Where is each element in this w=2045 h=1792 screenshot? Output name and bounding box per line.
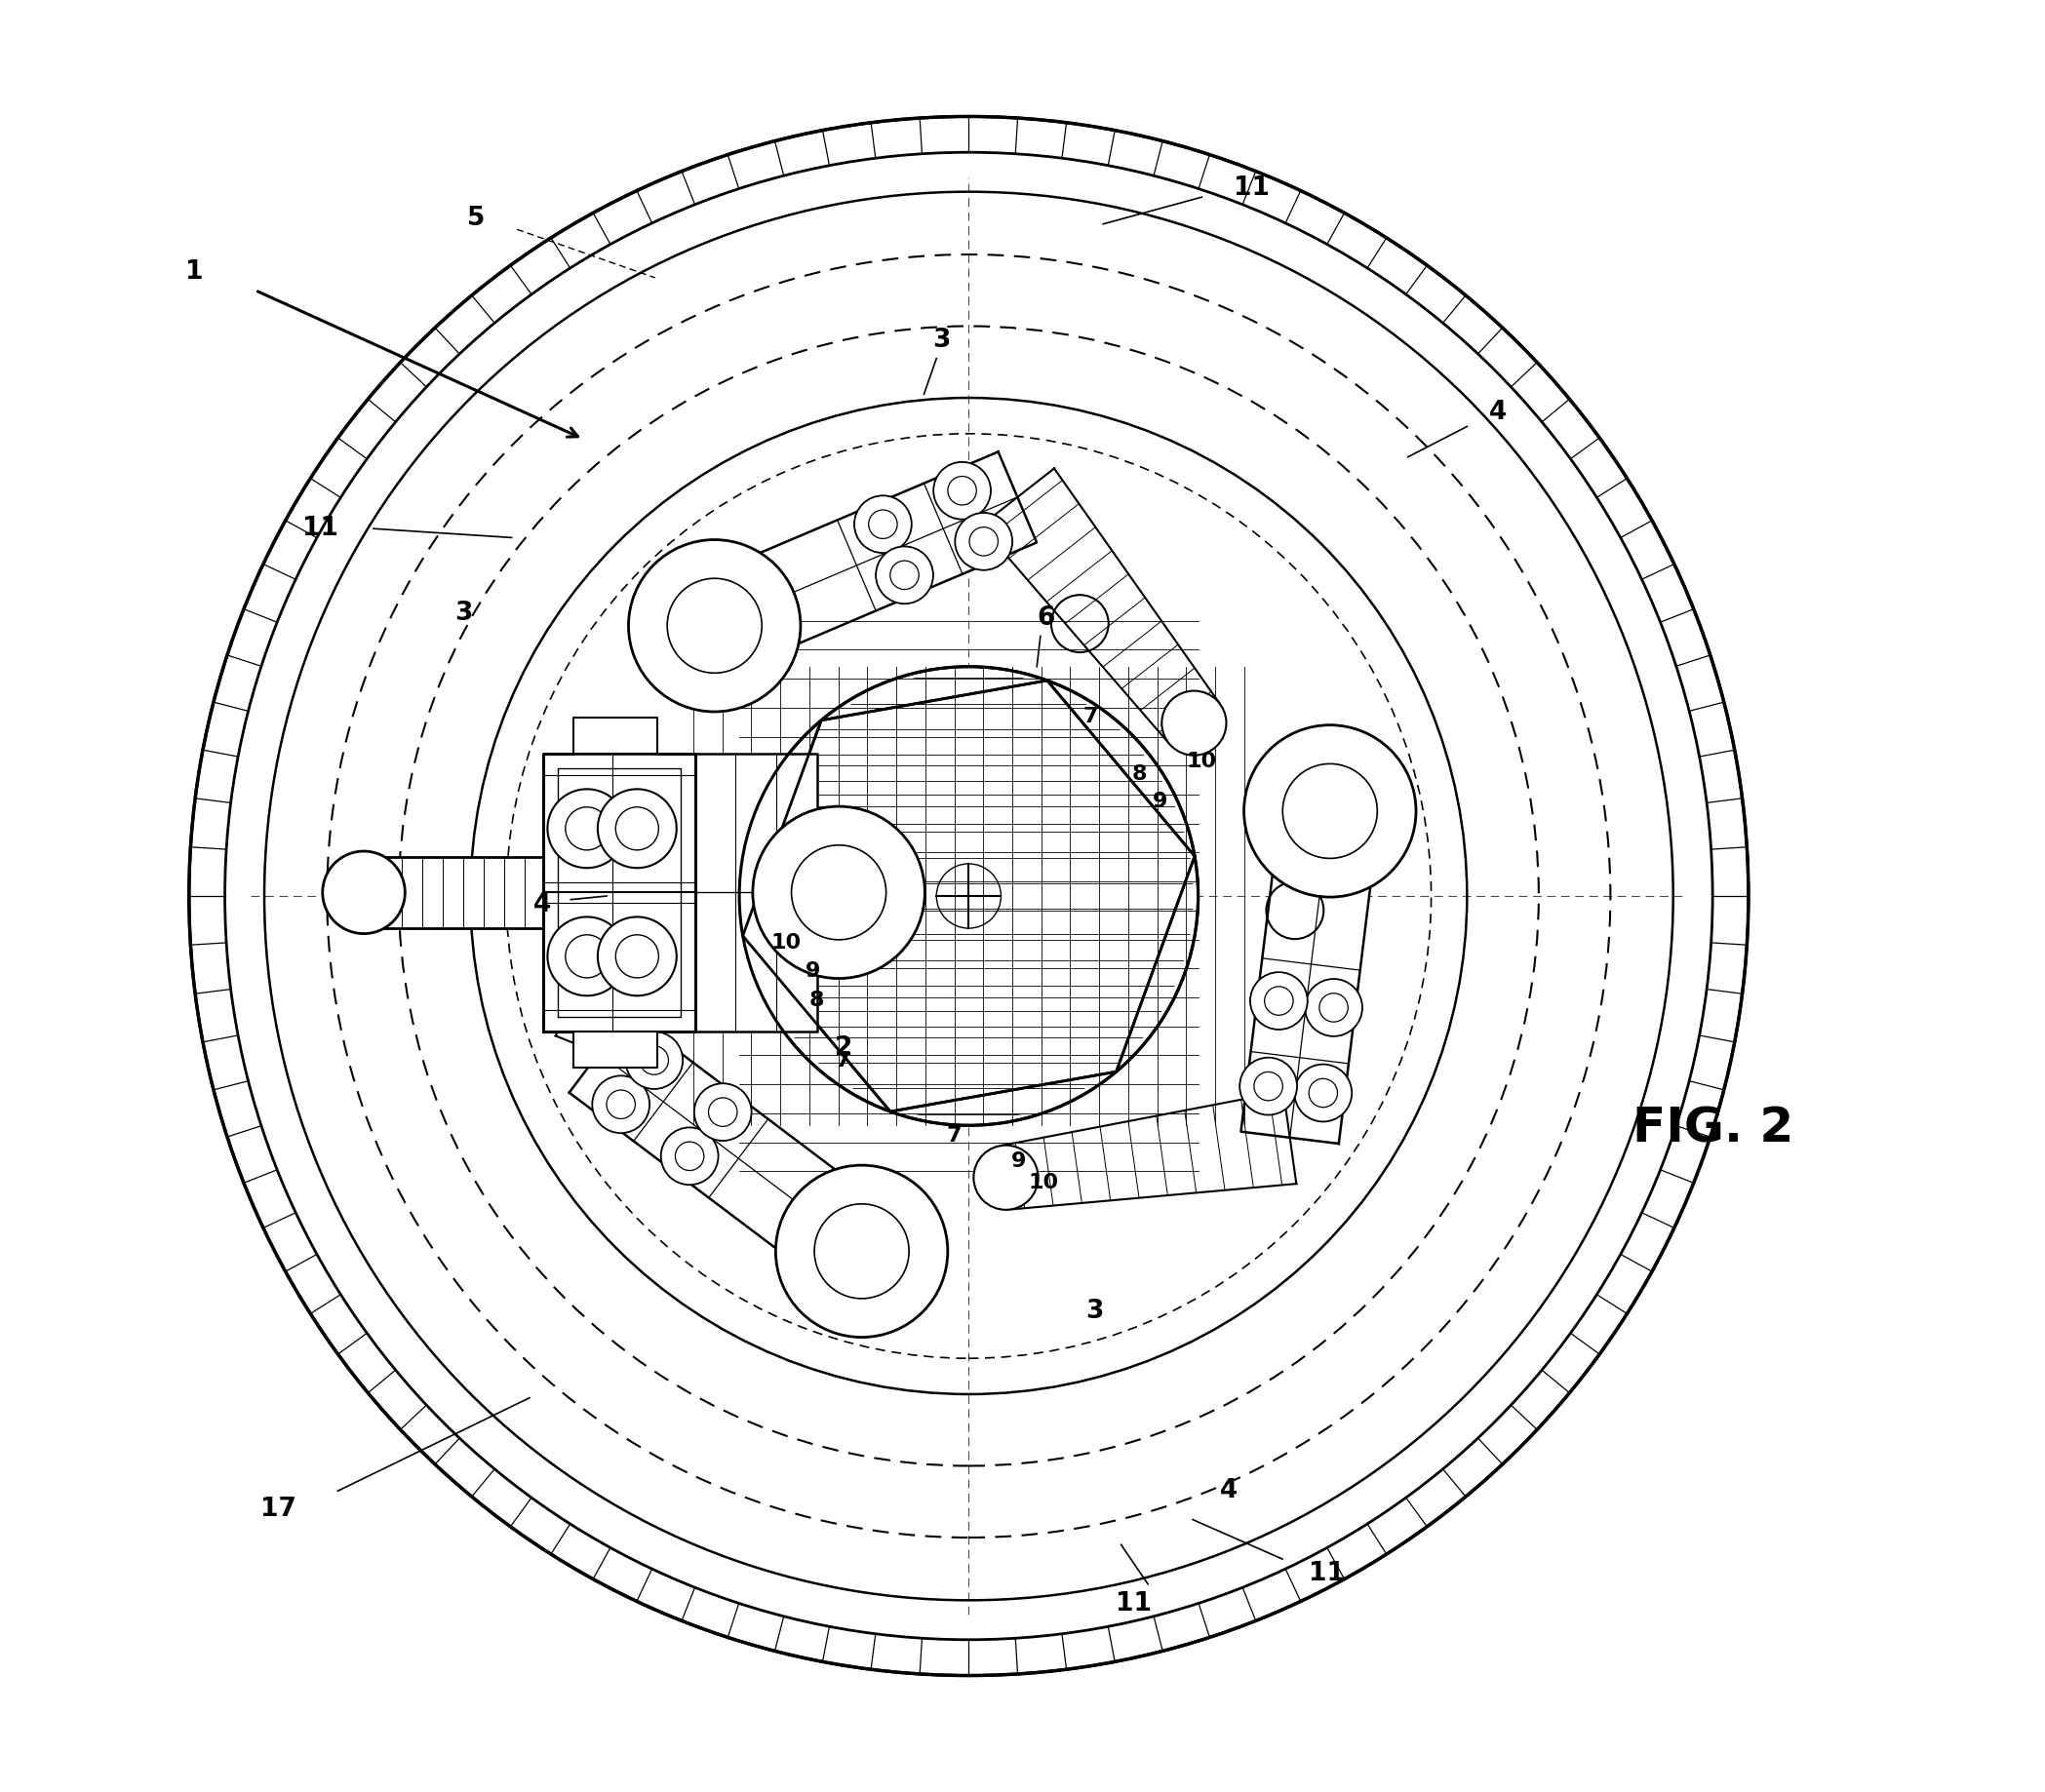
Circle shape — [1239, 1057, 1297, 1115]
Polygon shape — [364, 857, 544, 928]
Circle shape — [675, 754, 738, 819]
Text: 11: 11 — [1117, 1591, 1151, 1616]
Text: 17: 17 — [260, 1496, 297, 1521]
Circle shape — [933, 462, 992, 520]
Circle shape — [675, 1142, 703, 1170]
Polygon shape — [556, 776, 736, 1070]
Text: 7: 7 — [947, 1127, 961, 1145]
Circle shape — [969, 527, 998, 556]
Circle shape — [607, 1090, 636, 1118]
Text: 7: 7 — [836, 1052, 851, 1070]
Circle shape — [564, 806, 609, 849]
Circle shape — [1294, 1064, 1352, 1122]
Text: 8: 8 — [1131, 765, 1147, 783]
Circle shape — [626, 1032, 683, 1090]
Text: 11: 11 — [1309, 1561, 1346, 1586]
Polygon shape — [544, 753, 695, 1032]
Circle shape — [1162, 692, 1227, 756]
Circle shape — [875, 547, 933, 604]
Circle shape — [753, 806, 924, 978]
Circle shape — [616, 806, 658, 849]
Circle shape — [775, 1165, 947, 1337]
Circle shape — [1254, 1072, 1282, 1100]
Text: 4: 4 — [1219, 1478, 1237, 1503]
Circle shape — [661, 1127, 718, 1185]
Circle shape — [947, 477, 975, 505]
Circle shape — [708, 1098, 736, 1127]
Circle shape — [1309, 1079, 1337, 1107]
Circle shape — [1282, 763, 1376, 858]
Polygon shape — [569, 1014, 843, 1254]
Text: 10: 10 — [1029, 1174, 1059, 1192]
Polygon shape — [1241, 866, 1372, 1143]
Text: 3: 3 — [454, 600, 472, 625]
Text: 3: 3 — [933, 328, 951, 353]
Text: 10: 10 — [771, 934, 802, 952]
Circle shape — [890, 561, 918, 590]
Circle shape — [593, 1075, 650, 1133]
Circle shape — [1243, 726, 1415, 898]
Text: 2: 2 — [834, 1036, 853, 1061]
Text: 4: 4 — [534, 892, 550, 918]
Circle shape — [955, 513, 1012, 570]
Circle shape — [667, 579, 763, 674]
Text: 9: 9 — [1153, 792, 1168, 810]
Circle shape — [640, 1047, 669, 1075]
Circle shape — [791, 846, 885, 939]
Text: FIG. 2: FIG. 2 — [1632, 1106, 1793, 1152]
Circle shape — [855, 496, 912, 554]
Circle shape — [973, 1145, 1039, 1210]
Text: 9: 9 — [806, 962, 820, 980]
Text: 11: 11 — [1233, 176, 1270, 201]
Text: 6: 6 — [1037, 606, 1055, 631]
Text: 1: 1 — [186, 260, 202, 285]
Text: 7: 7 — [1084, 708, 1098, 726]
Circle shape — [869, 511, 898, 539]
Circle shape — [1051, 595, 1108, 652]
Circle shape — [616, 935, 658, 978]
Polygon shape — [573, 1032, 656, 1068]
Circle shape — [597, 918, 677, 996]
Circle shape — [564, 935, 609, 978]
Text: 8: 8 — [810, 991, 824, 1009]
Text: 4: 4 — [1489, 400, 1507, 425]
Circle shape — [1264, 987, 1292, 1016]
Text: 5: 5 — [466, 206, 485, 231]
Polygon shape — [1002, 1091, 1297, 1210]
Circle shape — [740, 667, 1198, 1125]
Circle shape — [225, 152, 1712, 1640]
Circle shape — [1266, 882, 1323, 939]
Polygon shape — [751, 452, 1037, 647]
Circle shape — [597, 788, 677, 867]
Circle shape — [628, 539, 800, 711]
Circle shape — [323, 851, 405, 934]
Circle shape — [1249, 973, 1307, 1030]
Text: 11: 11 — [303, 516, 337, 541]
Circle shape — [1319, 993, 1348, 1021]
Circle shape — [1305, 978, 1362, 1036]
Circle shape — [814, 1204, 908, 1299]
Polygon shape — [982, 468, 1219, 744]
Circle shape — [188, 116, 1748, 1676]
Circle shape — [693, 1084, 751, 1142]
Polygon shape — [742, 681, 1194, 1111]
Circle shape — [548, 788, 626, 867]
Text: 9: 9 — [1012, 1152, 1027, 1170]
Polygon shape — [573, 717, 656, 753]
Text: 10: 10 — [1186, 753, 1217, 771]
Circle shape — [548, 918, 626, 996]
Text: 3: 3 — [1086, 1299, 1102, 1324]
Polygon shape — [695, 753, 818, 1032]
